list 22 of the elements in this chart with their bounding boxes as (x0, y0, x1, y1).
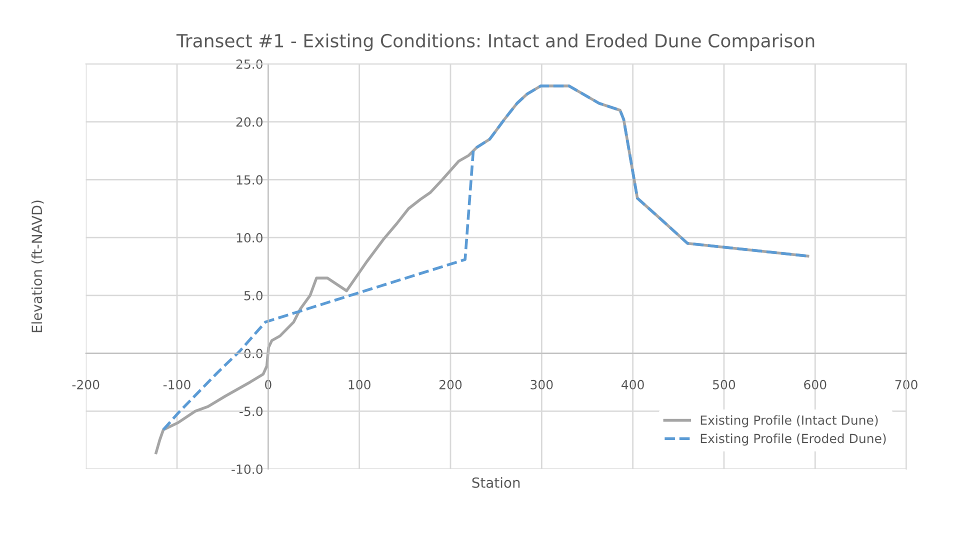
y-tick-label: 15.0 (236, 175, 262, 185)
x-tick-label: -100 (163, 380, 190, 390)
x-tick-label: -200 (72, 380, 100, 390)
y-axis-title: Elevation (ft-NAVD) (31, 200, 44, 332)
y-tick-label: 20.0 (236, 117, 262, 127)
x-tick-label: 500 (713, 380, 736, 390)
y-tick-label: -5.0 (240, 406, 262, 416)
x-tick-label: 600 (804, 380, 826, 390)
y-tick-label: 5.0 (244, 290, 262, 300)
y-tick-label: -10.0 (232, 464, 262, 474)
y-tick-label: 10.0 (236, 233, 262, 242)
y-tick-label: 0.0 (244, 348, 262, 358)
x-tick-label: 700 (895, 380, 918, 390)
x-axis-title: Station (472, 477, 520, 488)
x-tick-label: 200 (439, 380, 462, 390)
legend-label: Existing Profile (Eroded Dune) (700, 434, 886, 446)
chart-title: Transect #1 - Existing Conditions: Intact and Eroded Dune Comparison (176, 34, 814, 52)
x-tick-label: 0 (265, 380, 272, 390)
legend-label: Existing Profile (Intact Dune) (700, 415, 878, 428)
x-tick-label: 100 (348, 380, 370, 390)
x-tick-label: 300 (530, 380, 553, 390)
x-tick-label: 400 (622, 380, 644, 390)
